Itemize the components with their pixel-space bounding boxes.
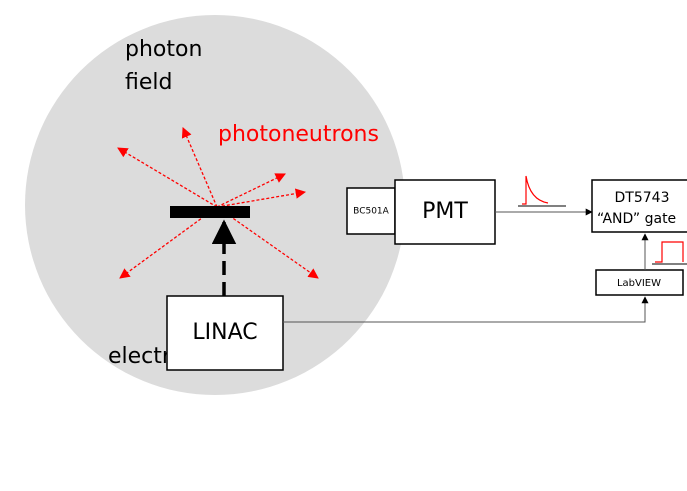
labview-label: LabVIEW — [617, 278, 661, 289]
neutron-arrows — [117, 127, 319, 279]
detector-label: BC501A — [353, 207, 389, 217]
pmt-label: PMT — [422, 199, 468, 224]
digitizer-box — [591, 179, 687, 233]
photoneutrons-label: photoneutrons — [218, 122, 379, 147]
labview-box — [595, 269, 684, 296]
linac-box — [166, 295, 284, 371]
field-label: field — [125, 70, 172, 95]
field-label: photon — [125, 37, 202, 62]
linac-label: LINAC — [192, 320, 257, 345]
digitizer-label: DT5743 — [615, 190, 670, 206]
digitizer-label: “AND” gate — [597, 211, 676, 227]
detector-box — [346, 187, 396, 235]
pulse-icon — [522, 175, 549, 205]
target — [170, 206, 250, 218]
photon-field — [25, 15, 405, 395]
gate-icon — [655, 241, 684, 263]
trigger-line — [283, 296, 649, 323]
pmt-box — [394, 179, 496, 245]
